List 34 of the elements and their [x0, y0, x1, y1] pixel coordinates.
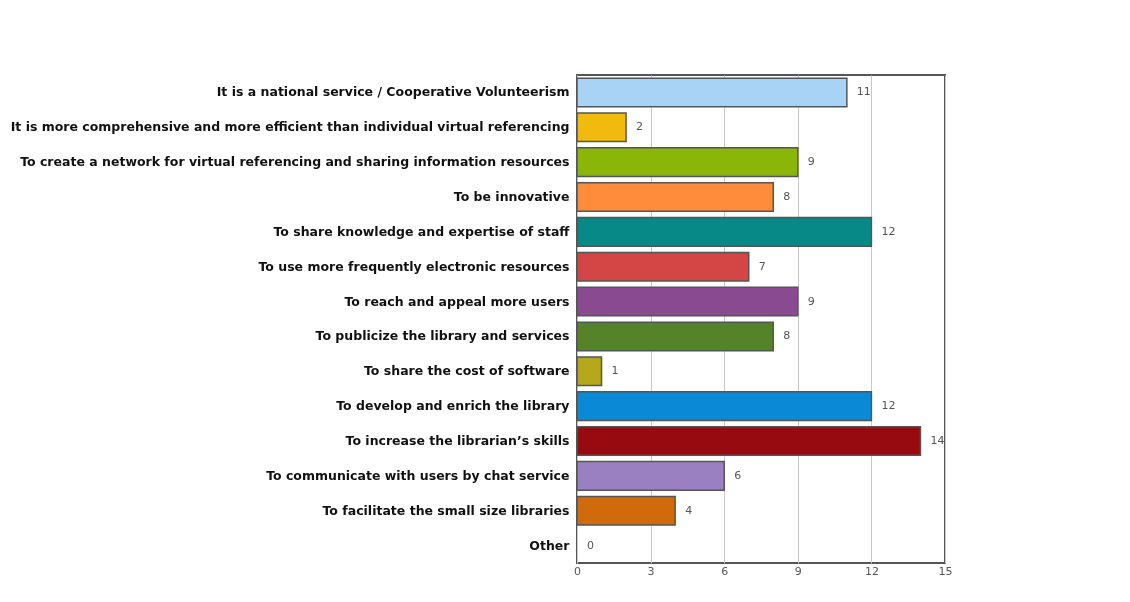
- data-label: 9: [807, 155, 815, 169]
- data-label: 8: [783, 329, 791, 343]
- y-tick-label: To increase the librarian’s skills: [345, 433, 570, 448]
- data-label: 7: [758, 259, 766, 273]
- x-tick-label: 9: [794, 564, 802, 578]
- x-tick-label: 6: [721, 564, 729, 578]
- x-tick-label: 12: [864, 564, 879, 578]
- data-label: 9: [807, 294, 815, 308]
- y-tick-label: To facilitate the small size libraries: [322, 502, 570, 518]
- data-label: 12: [881, 224, 896, 238]
- y-tick-label: To use more frequently electronic resources: [258, 258, 570, 274]
- x-tick-label: 3: [647, 564, 655, 578]
- data-label: 1: [611, 364, 619, 378]
- y-tick-label: To create a network for virtual referencing and sharing information resources: [20, 154, 570, 170]
- data-label: 2: [636, 120, 644, 134]
- data-label: 11: [856, 85, 871, 99]
- x-tick-label: 0: [574, 564, 581, 578]
- x-tick-label: 15: [938, 564, 953, 578]
- y-tick-label: To be innovative: [453, 189, 570, 204]
- data-label: 14: [930, 434, 945, 447]
- y-tick-label: To publicize the library and services: [315, 328, 570, 344]
- data-label: 4: [685, 503, 693, 517]
- y-tick-label: It is more comprehensive and more efficient than individual virtual referencing: [10, 119, 570, 135]
- y-tick-label: To develop and enrich the library: [336, 398, 570, 414]
- data-label: 0: [587, 538, 594, 552]
- data-label: 6: [734, 468, 742, 482]
- y-tick-label: Other: [529, 537, 571, 553]
- data-label: 8: [783, 190, 791, 203]
- y-tick-label: To share knowledge and expertise of staff: [273, 223, 571, 239]
- y-tick-label: To reach and appeal more users: [344, 293, 570, 309]
- y-tick-label: It is a national service / Cooperative Volunteerism: [216, 84, 570, 100]
- data-label: 12: [881, 399, 896, 413]
- y-tick-label: To communicate with users by chat service: [266, 467, 570, 483]
- y-tick-label: To share the cost of software: [364, 363, 570, 379]
